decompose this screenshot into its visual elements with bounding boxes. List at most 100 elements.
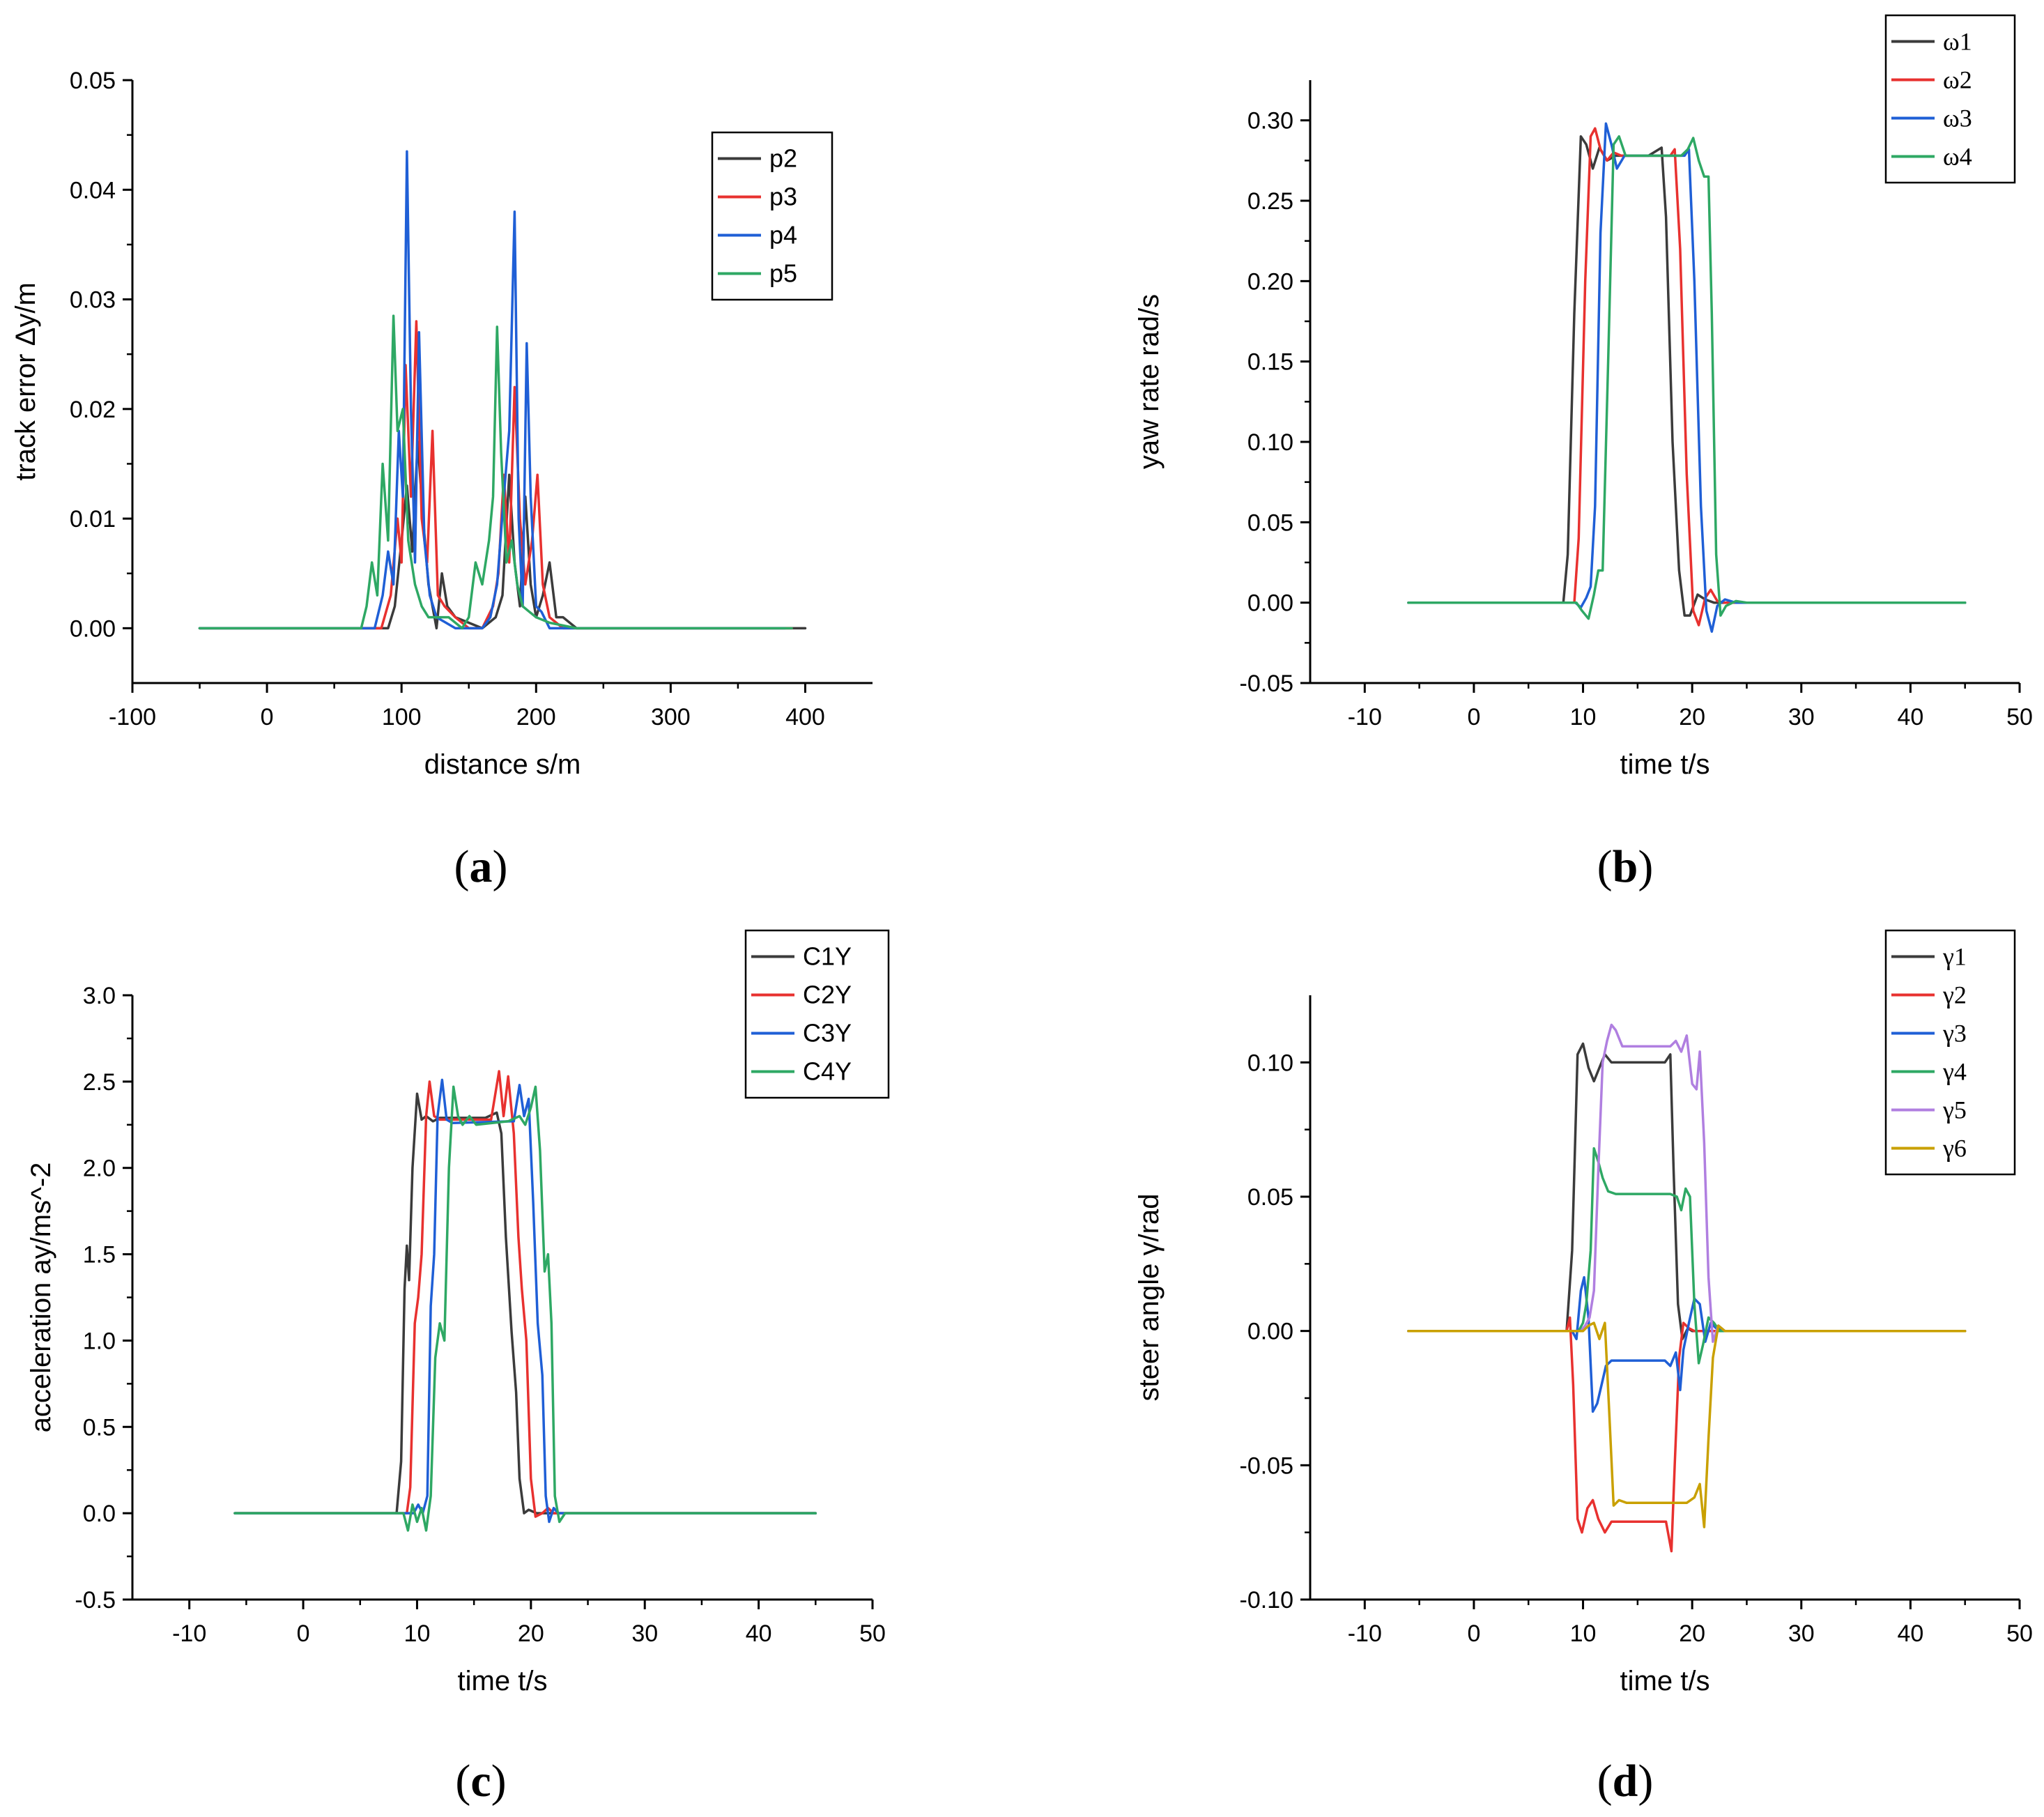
series-line-ω2 bbox=[1407, 127, 1967, 627]
legend: p2 p3 p4 p5 bbox=[711, 131, 833, 301]
x-tick-label: 200 bbox=[516, 704, 556, 730]
x-tick-label: 30 bbox=[1788, 1620, 1815, 1647]
x-tick-label: 50 bbox=[2006, 1620, 2033, 1647]
series-line-p4 bbox=[198, 150, 787, 630]
x-tick-label: 0 bbox=[261, 704, 274, 730]
x-tick-label: -100 bbox=[109, 704, 156, 730]
x-tick-label: 0 bbox=[1467, 1620, 1480, 1647]
x-tick-label: -10 bbox=[1348, 704, 1382, 730]
y-tick-label: 0.10 bbox=[1247, 429, 1293, 456]
y-axis-title: acceleration ay/ms^-2 bbox=[26, 1163, 56, 1433]
x-axis-title: time t/s bbox=[1620, 1666, 1710, 1696]
x-tick-label: 0 bbox=[1467, 704, 1480, 730]
series-line-γ3 bbox=[1407, 1275, 1967, 1413]
legend-box bbox=[1884, 14, 2016, 184]
legend-box bbox=[744, 929, 890, 1099]
x-tick-label: 40 bbox=[1897, 1620, 1923, 1647]
y-tick-label: 2.0 bbox=[83, 1156, 116, 1182]
y-tick-label: 0.05 bbox=[70, 68, 116, 94]
legend: C1Y C2Y C3Y C4Y bbox=[744, 929, 890, 1099]
chart-panel-a: -100 0 100 200 300 400 0.00 0.01 0.02 0.03 0.04 0.0… bbox=[10, 68, 873, 892]
x-tick-label: 20 bbox=[1679, 704, 1705, 730]
legend-box bbox=[711, 131, 833, 301]
panel-label-open-paren: ( bbox=[1597, 1756, 1613, 1807]
y-tick-label: 2.5 bbox=[83, 1069, 116, 1096]
x-tick-label: 40 bbox=[1897, 704, 1923, 730]
y-tick-label: 0.10 bbox=[1247, 1050, 1293, 1076]
x-tick-label: -10 bbox=[172, 1620, 206, 1647]
panel-label-letter: b bbox=[1613, 841, 1638, 892]
panel-label: (d) bbox=[1597, 1756, 1654, 1807]
y-tick-label: 0.0 bbox=[83, 1501, 116, 1527]
legend-box bbox=[1884, 929, 2016, 1176]
panel-label-letter: c bbox=[470, 1756, 491, 1807]
y-tick-label: 0.25 bbox=[1247, 188, 1293, 215]
chart-panel-d: -10 0 10 20 30 40 50 -0.10 -0.05 0.00 0.05 0.10 time… bbox=[1134, 929, 2033, 1807]
y-tick-label: 0.02 bbox=[70, 397, 116, 423]
legend-label: ω3 bbox=[1943, 105, 1972, 132]
x-tick-label: 400 bbox=[785, 704, 825, 730]
series-line-γ4 bbox=[1407, 1147, 1967, 1365]
y-tick-label: 0.04 bbox=[70, 177, 116, 204]
y-tick-label: 0.15 bbox=[1247, 349, 1293, 376]
legend-label: γ6 bbox=[1942, 1135, 1967, 1163]
panel-label-letter: a bbox=[470, 841, 493, 892]
series-line-C2Y bbox=[233, 1070, 817, 1518]
y-tick-label: 0.05 bbox=[1247, 1184, 1293, 1211]
series-line-C1Y bbox=[233, 1092, 817, 1515]
panel-label-close-paren: ) bbox=[1638, 1756, 1653, 1807]
legend: γ1 γ2 γ3 γ4 γ5 γ6 bbox=[1884, 929, 2016, 1176]
chart-panel-b: -10 0 10 20 30 40 50 -0.05 0.00 0.05 0.10 0.15 0.20 0… bbox=[1134, 14, 2033, 892]
y-tick-label: 0.00 bbox=[1247, 590, 1293, 617]
legend-label: C4Y bbox=[803, 1057, 852, 1086]
series-line-ω3 bbox=[1407, 122, 1967, 633]
x-axis-title: time t/s bbox=[1620, 749, 1710, 780]
panel-label-letter: d bbox=[1613, 1756, 1638, 1807]
x-tick-label: 10 bbox=[1570, 1620, 1597, 1647]
x-tick-label: 40 bbox=[746, 1620, 772, 1647]
panel-label-open-paren: ( bbox=[455, 1756, 470, 1807]
y-tick-label: -0.5 bbox=[75, 1587, 116, 1613]
x-tick-label: 300 bbox=[651, 704, 691, 730]
y-tick-label: 0.00 bbox=[1247, 1319, 1293, 1345]
series-line-p5 bbox=[198, 314, 793, 630]
y-tick-label: 0.20 bbox=[1247, 268, 1293, 295]
x-tick-label: 10 bbox=[404, 1620, 431, 1647]
panel-label: (a) bbox=[454, 841, 508, 892]
x-tick-label: 20 bbox=[518, 1620, 544, 1647]
y-tick-label: 0.30 bbox=[1247, 108, 1293, 135]
y-tick-label: 1.0 bbox=[83, 1328, 116, 1354]
x-tick-label: 50 bbox=[2006, 704, 2033, 730]
x-tick-label: 10 bbox=[1570, 704, 1597, 730]
x-tick-label: -10 bbox=[1348, 1620, 1382, 1647]
y-tick-label: 0.03 bbox=[70, 287, 116, 314]
y-tick-label: -0.05 bbox=[1240, 1452, 1294, 1479]
x-tick-label: 50 bbox=[859, 1620, 886, 1647]
panel-label-close-paren: ) bbox=[1638, 841, 1653, 892]
panel-label: (b) bbox=[1597, 841, 1654, 892]
x-tick-label: 100 bbox=[382, 704, 422, 730]
series-line-γ5 bbox=[1407, 1023, 1967, 1343]
legend-label: γ5 bbox=[1942, 1096, 1967, 1124]
x-tick-label: 20 bbox=[1679, 1620, 1705, 1647]
legend-label: γ1 bbox=[1942, 943, 1967, 971]
series-line-ω1 bbox=[1407, 135, 1967, 617]
panel-label-open-paren: ( bbox=[454, 841, 470, 892]
y-tick-label: 0.01 bbox=[70, 506, 116, 532]
x-axis-title: time t/s bbox=[458, 1666, 548, 1696]
y-tick-label: 0.05 bbox=[1247, 509, 1293, 536]
x-tick-label: 30 bbox=[1788, 704, 1815, 730]
legend: ω1 ω2 ω3 ω4 bbox=[1884, 14, 2016, 184]
panel-label-close-paren: ) bbox=[493, 841, 508, 892]
legend-label: C2Y bbox=[803, 981, 852, 1009]
x-axis-title: distance s/m bbox=[424, 749, 581, 780]
panel-label-close-paren: ) bbox=[491, 1756, 507, 1807]
y-tick-label: 3.0 bbox=[83, 983, 116, 1009]
y-tick-label: -0.10 bbox=[1240, 1587, 1294, 1613]
y-tick-label: 0.00 bbox=[70, 615, 116, 642]
legend-label: p4 bbox=[769, 221, 797, 250]
series-line-p2 bbox=[198, 440, 807, 630]
series-line-ω4 bbox=[1407, 135, 1967, 620]
series-line-γ2 bbox=[1407, 1316, 1967, 1553]
